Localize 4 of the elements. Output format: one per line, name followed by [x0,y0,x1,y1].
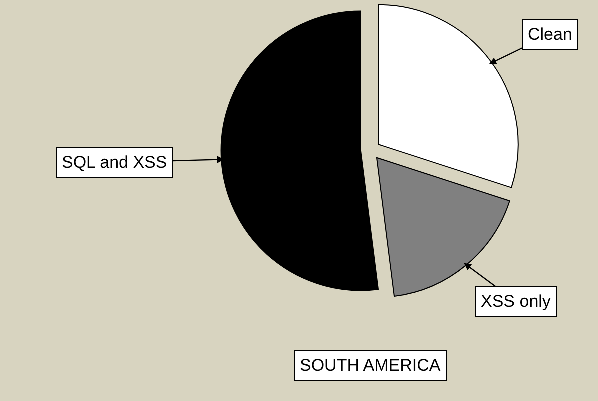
slice-label: SQL and XSS [62,153,168,172]
slice-label: XSS only [481,292,552,311]
text: SOUTH AMERICA [300,356,442,375]
slice-label: Clean [528,25,572,44]
